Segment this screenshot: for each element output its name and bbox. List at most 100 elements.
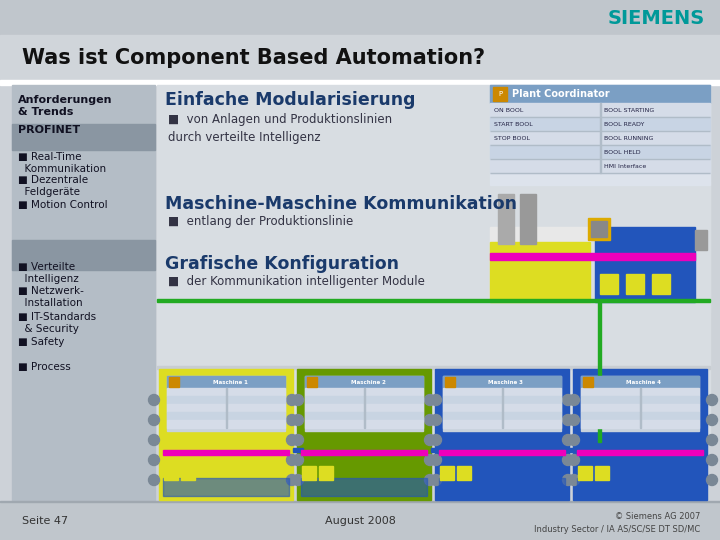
Text: Maschine 3: Maschine 3 (488, 380, 523, 384)
Circle shape (569, 415, 580, 426)
Circle shape (569, 455, 580, 465)
Circle shape (562, 475, 574, 485)
Bar (588, 218, 610, 240)
Text: ■ Motion Control: ■ Motion Control (18, 200, 107, 210)
Bar (305, 376, 423, 431)
Text: P: P (498, 91, 502, 97)
Circle shape (562, 455, 574, 465)
Bar (0, 501, 720, 502)
Bar (163, 450, 289, 455)
Bar (490, 131, 600, 145)
Bar (167, 412, 285, 420)
Bar (301, 450, 427, 455)
Text: START BOOL: START BOOL (494, 122, 533, 126)
Bar (520, 194, 536, 244)
Circle shape (287, 415, 297, 426)
Bar (490, 145, 600, 159)
Circle shape (148, 415, 160, 426)
Bar (159, 369, 293, 500)
Bar (598, 302, 601, 442)
Bar (581, 376, 699, 388)
Text: HMI Interface: HMI Interface (604, 164, 647, 168)
Bar (581, 396, 699, 404)
Bar (169, 377, 179, 387)
Bar (573, 369, 707, 500)
Bar (167, 376, 285, 388)
Circle shape (425, 455, 436, 465)
Text: August 2008: August 2008 (325, 516, 395, 526)
Bar (0, 85, 720, 502)
Bar (305, 412, 423, 420)
Bar (307, 377, 317, 387)
Bar (439, 478, 565, 496)
Circle shape (292, 395, 304, 406)
Bar (157, 85, 710, 442)
Bar (12, 240, 155, 270)
Bar (581, 388, 699, 396)
Text: Plant Coordinator: Plant Coordinator (512, 89, 610, 99)
Bar (457, 466, 471, 480)
Bar (443, 412, 561, 420)
Bar (443, 388, 561, 396)
Bar (490, 85, 710, 185)
Text: Maschine 2: Maschine 2 (351, 380, 385, 384)
Circle shape (562, 395, 574, 406)
Bar (297, 369, 431, 500)
Circle shape (425, 475, 436, 485)
Bar (695, 230, 707, 250)
Bar (301, 478, 427, 496)
Bar (577, 478, 703, 496)
Circle shape (287, 395, 297, 406)
Bar (493, 87, 507, 101)
Circle shape (292, 455, 304, 465)
Circle shape (431, 415, 441, 426)
Text: Seite 47: Seite 47 (22, 516, 68, 526)
Bar (167, 420, 285, 428)
Circle shape (292, 475, 304, 485)
Bar (600, 145, 710, 159)
Bar (490, 159, 600, 173)
Text: BOOL HELD: BOOL HELD (604, 150, 641, 154)
Bar (490, 253, 695, 260)
Text: ■ Netzwerk-
  Installation: ■ Netzwerk- Installation (18, 286, 84, 308)
Bar (581, 420, 699, 428)
Circle shape (706, 395, 718, 406)
Bar (305, 388, 423, 396)
Bar (12, 124, 155, 150)
Circle shape (562, 435, 574, 446)
Bar (164, 466, 178, 480)
Circle shape (706, 475, 718, 485)
Bar (626, 274, 644, 294)
Bar (498, 194, 514, 244)
Bar (157, 366, 710, 369)
Text: ■  entlang der Produktionslinie: ■ entlang der Produktionslinie (168, 215, 354, 228)
Text: BOOL STARTING: BOOL STARTING (604, 107, 654, 112)
Text: ■ Dezentrale
  Feldgeräte: ■ Dezentrale Feldgeräte (18, 175, 88, 198)
Bar (600, 103, 710, 117)
Text: ■ Safety: ■ Safety (18, 337, 64, 347)
Bar (163, 478, 289, 496)
Bar (0, 0, 720, 35)
Bar (167, 376, 285, 431)
Bar (591, 221, 607, 237)
Circle shape (569, 395, 580, 406)
Bar (443, 396, 561, 404)
Bar (577, 450, 703, 455)
Bar (443, 404, 561, 412)
Bar (319, 466, 333, 480)
Circle shape (431, 395, 441, 406)
Bar (600, 117, 710, 131)
Text: © Siemens AG 2007
Industry Sector / IA AS/SC/SE DT SD/MC: © Siemens AG 2007 Industry Sector / IA A… (534, 512, 700, 534)
Text: Maschine 4: Maschine 4 (626, 380, 662, 384)
Circle shape (292, 415, 304, 426)
Circle shape (287, 455, 297, 465)
Text: ■  von Anlagen und Produktionslinien
durch verteilte Intelligenz: ■ von Anlagen und Produktionslinien durc… (168, 113, 392, 144)
Circle shape (706, 415, 718, 426)
Text: STOP BOOL: STOP BOOL (494, 136, 530, 140)
Bar (167, 388, 285, 396)
Bar (435, 369, 569, 500)
Circle shape (569, 435, 580, 446)
Bar (490, 227, 590, 302)
Bar (600, 274, 618, 294)
Bar (443, 376, 561, 388)
